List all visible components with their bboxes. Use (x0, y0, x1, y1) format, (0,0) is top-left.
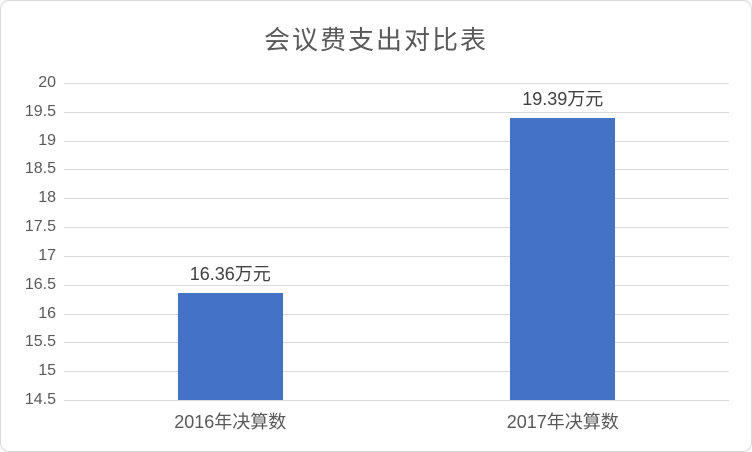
x-axis-category-label: 2017年决算数 (506, 412, 619, 432)
y-axis-tick-label: 18 (38, 189, 56, 207)
y-axis-tick-label: 18.5 (24, 160, 56, 178)
bar-data-label: 16.36万元 (189, 263, 271, 284)
gridline (64, 227, 729, 229)
y-axis-tick-label: 19.5 (24, 102, 56, 120)
gridline (64, 342, 729, 344)
gridline (64, 111, 729, 113)
y-axis-tick-label: 17.5 (24, 218, 56, 236)
y-axis-tick-label: 16.5 (24, 275, 56, 293)
y-axis-tick-label: 16 (38, 304, 56, 322)
bar (177, 292, 283, 400)
bar-data-label: 19.39万元 (522, 89, 604, 110)
gridline (64, 169, 729, 171)
bar (510, 118, 616, 400)
y-axis-tick-label: 15 (38, 362, 56, 380)
chart-title: 会议费支出对比表 (263, 25, 488, 55)
x-axis-category-label: 2016年决算数 (174, 412, 287, 432)
gridline (64, 255, 729, 257)
gridline (64, 371, 729, 373)
y-axis-tick-label: 19 (38, 131, 56, 149)
y-axis-tick-label: 15.5 (24, 333, 56, 351)
y-axis-tick-label: 17 (38, 246, 56, 264)
y-axis-tick-label: 20 (38, 74, 56, 91)
gridline (64, 313, 729, 315)
y-axis-tick-label: 14.5 (24, 391, 56, 408)
gridline (64, 140, 729, 142)
gridline (64, 284, 729, 286)
gridline (64, 83, 729, 84)
gridline (64, 400, 729, 401)
gridline (64, 198, 729, 200)
